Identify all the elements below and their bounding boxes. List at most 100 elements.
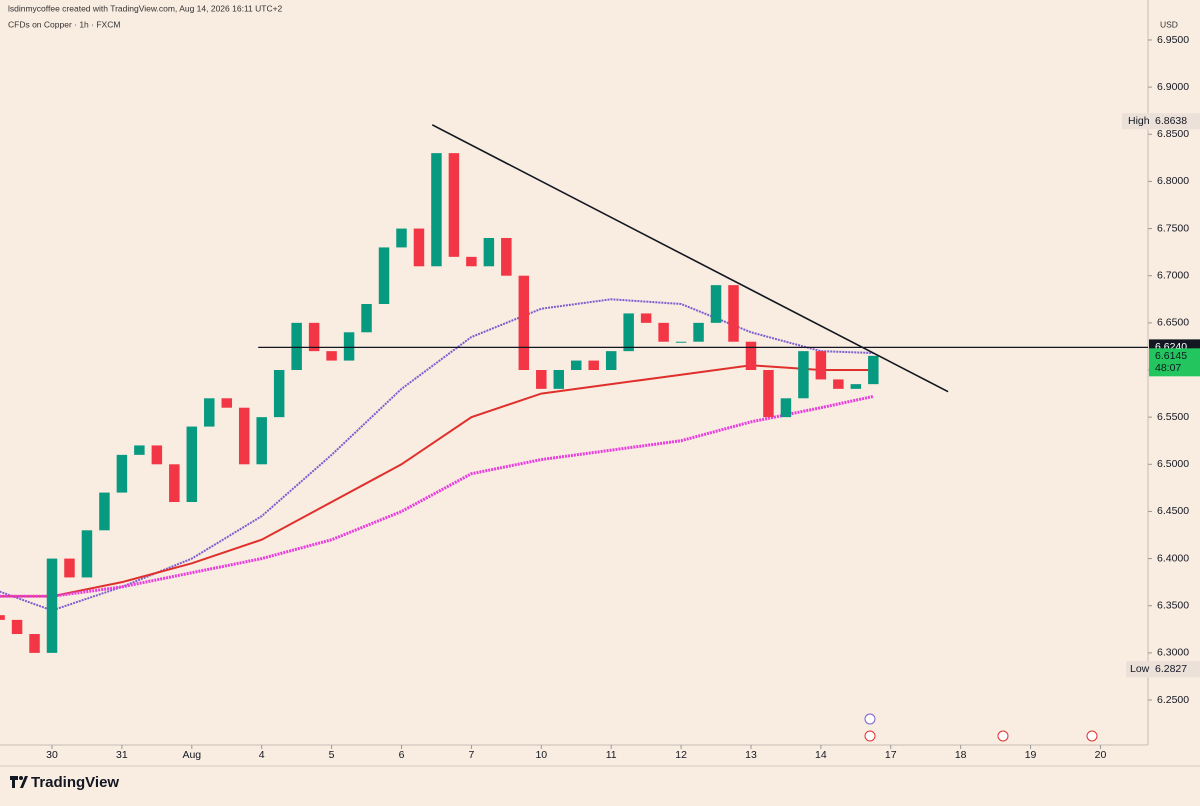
candle-body xyxy=(11,619,23,635)
low-tag-box xyxy=(1126,661,1149,678)
x-tick-label: 6 xyxy=(399,749,405,761)
y-tick-label: 6.3000 xyxy=(1157,647,1189,659)
candle-body xyxy=(693,322,704,342)
candle-body xyxy=(466,256,477,267)
x-tick-label: 19 xyxy=(1025,749,1037,761)
candle-body xyxy=(81,530,93,578)
candle-body xyxy=(221,398,232,408)
candle-body xyxy=(46,558,58,653)
y-tick-label: 6.4000 xyxy=(1157,552,1189,564)
candle-body xyxy=(326,351,337,361)
candle-body xyxy=(570,360,582,371)
candle-body xyxy=(745,341,757,371)
x-tick-label: 20 xyxy=(1095,749,1107,761)
x-tick-label: 13 xyxy=(745,749,757,761)
x-tick-label: 5 xyxy=(329,749,335,761)
candle-body xyxy=(256,417,267,465)
candle-body xyxy=(588,360,599,371)
candle-body xyxy=(483,237,495,267)
high-value: 6.8638 xyxy=(1155,115,1187,127)
x-tick-label: 10 xyxy=(535,749,547,761)
candle-body xyxy=(710,285,722,323)
candle-body xyxy=(396,228,407,248)
last-price-box xyxy=(1149,348,1200,377)
candle-body xyxy=(151,445,163,465)
candle-body xyxy=(780,398,792,418)
x-tick-label: 17 xyxy=(885,749,897,761)
countdown: 48:07 xyxy=(1155,362,1181,374)
trendline xyxy=(431,124,949,393)
candle-body xyxy=(64,558,75,578)
moving-average xyxy=(0,394,874,598)
candle-body xyxy=(169,464,180,503)
candle-body xyxy=(623,313,634,352)
x-tick-label: 31 xyxy=(116,749,128,761)
event-icons xyxy=(864,713,1098,742)
y-tick-label: 6.2500 xyxy=(1157,694,1189,706)
candle-body xyxy=(501,237,512,276)
symbol-line: CFDs on Copper · 1h · FXCM xyxy=(8,19,120,29)
moving-average xyxy=(0,364,874,598)
candle-body xyxy=(186,426,198,503)
candle-body xyxy=(448,153,460,257)
high-box xyxy=(1149,113,1200,130)
candle-body xyxy=(413,228,425,267)
last-price: 6.6145 xyxy=(1155,350,1187,362)
candle-body xyxy=(291,322,302,371)
candle-body xyxy=(29,634,40,653)
candle-body xyxy=(798,351,809,399)
x-tick-label: Aug xyxy=(182,749,201,761)
candle-body xyxy=(658,322,669,342)
candle-body xyxy=(605,351,617,371)
brand: TradingView xyxy=(31,774,119,791)
candle-body xyxy=(116,454,128,493)
candle-body xyxy=(553,370,565,389)
candle-body xyxy=(763,370,774,418)
y-tick-label: 6.7000 xyxy=(1157,269,1189,281)
brand-logo xyxy=(10,776,28,788)
low-tag: Low xyxy=(1130,663,1150,675)
high-tag-box xyxy=(1122,113,1149,130)
candle-body xyxy=(815,351,827,380)
candle-body xyxy=(675,341,687,343)
x-tick-label: 12 xyxy=(675,749,687,761)
x-tick-label: 4 xyxy=(259,749,265,761)
y-tick-label: 6.5500 xyxy=(1157,411,1189,423)
y-tick-label: 6.3500 xyxy=(1157,600,1189,612)
candle-body xyxy=(378,247,390,304)
low-value: 6.2827 xyxy=(1155,663,1187,675)
y-tick-label: 6.9000 xyxy=(1157,81,1189,93)
high-tag: High xyxy=(1128,115,1150,127)
x-tick-label: 14 xyxy=(815,749,827,761)
y-tick-label: 6.5000 xyxy=(1157,458,1189,470)
candle-body xyxy=(728,285,739,342)
y-tick-label: 6.9500 xyxy=(1157,34,1189,46)
candle-body xyxy=(833,379,844,389)
y-tick-label: 6.8500 xyxy=(1157,128,1189,140)
candle-body xyxy=(0,615,5,620)
candle-body xyxy=(640,313,652,323)
candle-body xyxy=(204,398,215,427)
candle-body xyxy=(343,332,355,361)
candle-body xyxy=(134,445,145,455)
candle-body xyxy=(273,370,285,418)
x-tick-label: 30 xyxy=(46,749,58,761)
candle-body xyxy=(518,275,530,371)
moving-average xyxy=(0,298,874,612)
y-tick-label: 6.4500 xyxy=(1157,505,1189,517)
candle-body xyxy=(99,492,110,531)
currency: USD xyxy=(1160,19,1178,29)
y-tick-label: 6.6500 xyxy=(1157,317,1189,329)
y-tick-label: 6.7500 xyxy=(1157,222,1189,234)
x-tick-label: 11 xyxy=(606,749,617,761)
author-line: lsdinmycoffee created with TradingView.c… xyxy=(8,3,283,13)
x-tick-label: 18 xyxy=(955,749,967,761)
candle-body xyxy=(536,370,547,389)
low-box xyxy=(1149,661,1200,678)
candle-body xyxy=(361,303,372,333)
x-tick-label: 7 xyxy=(468,749,474,761)
candle-body xyxy=(431,153,442,267)
